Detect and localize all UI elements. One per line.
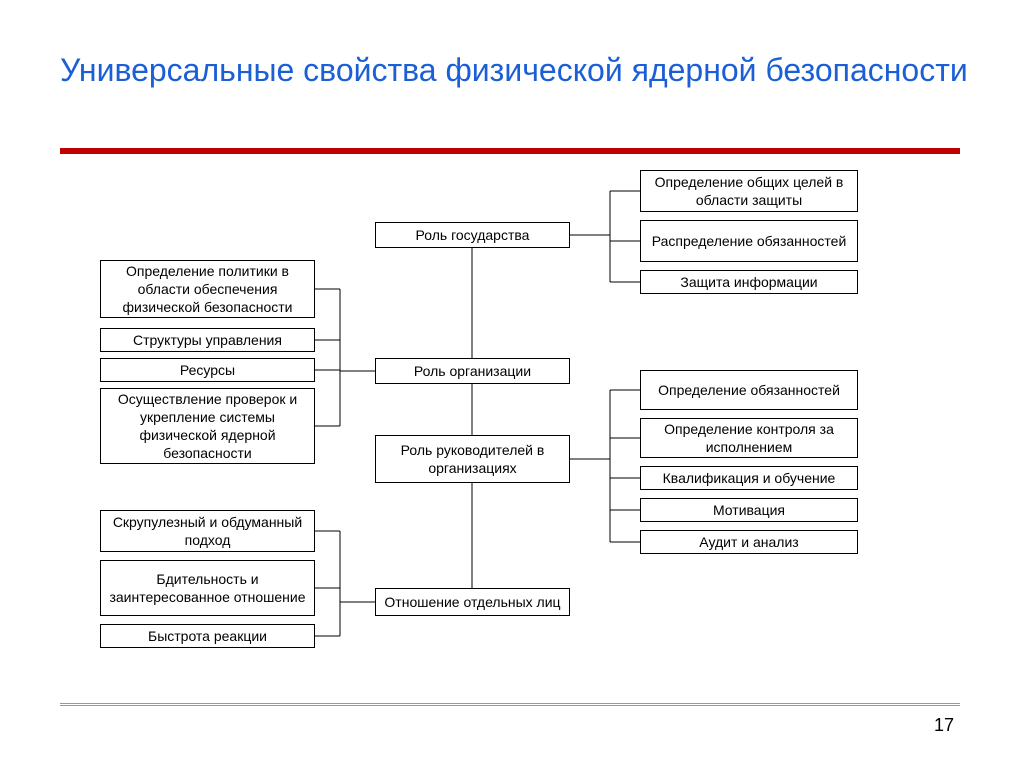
box-leaders-right-2: Квалификация и обучение [640,466,858,490]
footer-divider-1 [60,703,960,704]
box-leaders-right-4: Аудит и анализ [640,530,858,554]
title-divider [60,148,960,154]
box-state-right-0: Определение общих целей в области защиты [640,170,858,212]
box-org-left-3: Осуществление проверок и укрепление сист… [100,388,315,464]
box-org: Роль организации [375,358,570,384]
box-attitude-left-2: Быстрота реакции [100,624,315,648]
box-state-right-2: Защита информации [640,270,858,294]
box-attitude-left-1: Бдительность и заинтересованное отношени… [100,560,315,616]
box-attitude-left-0: Скрупулезный и обдуманный подход [100,510,315,552]
box-state: Роль государства [375,222,570,248]
box-leaders-right-0: Определение обязанностей [640,370,858,410]
box-attitude: Отношение отдельных лиц [375,588,570,616]
box-leaders: Роль руководителей в организациях [375,435,570,483]
box-leaders-right-1: Определение контроля за исполнением [640,418,858,458]
diagram-connectors [0,0,1024,768]
box-org-left-1: Структуры управления [100,328,315,352]
box-state-right-1: Распределение обязанностей [640,220,858,262]
page-title: Универсальные свойства физической ядерно… [60,50,968,90]
box-org-left-0: Определение политики в области обеспечен… [100,260,315,318]
page-number: 17 [934,715,954,736]
footer-divider-2 [60,705,960,706]
box-leaders-right-3: Мотивация [640,498,858,522]
box-org-left-2: Ресурсы [100,358,315,382]
